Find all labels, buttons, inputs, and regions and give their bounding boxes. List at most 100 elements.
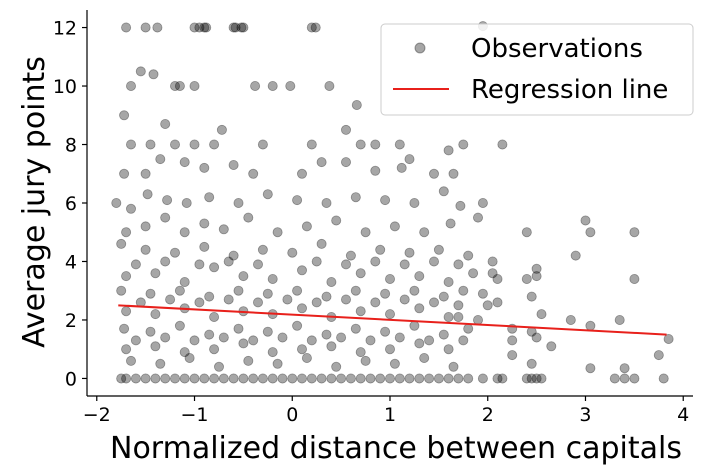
observation-point xyxy=(296,168,307,179)
observation-point xyxy=(209,373,220,384)
observation-point xyxy=(311,256,322,267)
observation-point xyxy=(414,271,425,282)
observation-point xyxy=(458,335,469,346)
observation-point xyxy=(585,227,596,238)
observation-point xyxy=(455,200,466,211)
observation-point xyxy=(355,373,366,384)
observation-point xyxy=(116,285,127,296)
observation-point xyxy=(345,373,356,384)
observation-point xyxy=(179,157,190,168)
observation-point xyxy=(306,335,317,346)
observation-point xyxy=(282,294,293,305)
observation-point xyxy=(165,294,176,305)
observation-point xyxy=(443,311,454,322)
legend-marker-observations xyxy=(414,42,426,54)
observation-point xyxy=(121,22,132,33)
observation-point xyxy=(179,373,190,384)
observation-point xyxy=(468,268,479,279)
observation-point xyxy=(189,22,200,33)
observation-point xyxy=(142,189,153,200)
observation-point xyxy=(355,347,366,358)
observation-point xyxy=(443,344,454,355)
y-tick-label: 4 xyxy=(65,251,77,273)
observation-point xyxy=(150,268,161,279)
observation-point xyxy=(340,259,351,270)
observation-point xyxy=(409,197,420,208)
observation-point xyxy=(492,297,503,308)
observation-point xyxy=(321,197,332,208)
observation-point xyxy=(526,358,537,369)
observation-point xyxy=(384,309,395,320)
observation-point xyxy=(316,238,327,249)
observation-point xyxy=(223,294,234,305)
observation-point xyxy=(179,347,190,358)
observation-point xyxy=(301,221,312,232)
observation-point xyxy=(326,341,337,352)
observation-point xyxy=(233,197,244,208)
observation-point xyxy=(257,244,268,255)
observation-point xyxy=(169,139,180,150)
observation-point xyxy=(521,373,532,384)
observation-point xyxy=(492,273,503,284)
observation-point xyxy=(179,227,190,238)
observation-point xyxy=(238,271,249,282)
observation-point xyxy=(433,373,444,384)
observation-point xyxy=(629,273,640,284)
observation-point xyxy=(448,168,459,179)
observation-point xyxy=(121,271,132,282)
y-tick-label: 0 xyxy=(65,368,77,390)
legend: Observations Regression line xyxy=(380,23,694,116)
observation-point xyxy=(130,259,141,270)
observation-point xyxy=(321,291,332,302)
observation-point xyxy=(160,373,171,384)
observation-point xyxy=(355,268,366,279)
regression-layer xyxy=(118,304,667,336)
observation-point xyxy=(448,361,459,372)
observation-point xyxy=(209,139,220,150)
observation-point xyxy=(238,373,249,384)
observation-point xyxy=(306,139,317,150)
observation-point xyxy=(296,344,307,355)
observation-point xyxy=(384,373,395,384)
observation-point xyxy=(531,263,542,274)
observation-point xyxy=(585,320,596,331)
observation-point xyxy=(399,294,410,305)
observation-point xyxy=(565,314,576,325)
observation-point xyxy=(443,373,454,384)
observation-point xyxy=(238,22,249,33)
x-tick-label: −1 xyxy=(181,404,209,426)
observation-point xyxy=(389,358,400,369)
observation-point xyxy=(194,297,205,308)
observation-point xyxy=(209,311,220,322)
observation-point xyxy=(199,162,210,173)
observation-point xyxy=(326,276,337,287)
observation-point xyxy=(267,81,278,92)
observation-point xyxy=(209,344,220,355)
observation-point xyxy=(463,250,474,261)
observation-point xyxy=(614,314,625,325)
observation-point xyxy=(477,288,488,299)
observation-point xyxy=(394,139,405,150)
observation-point xyxy=(228,22,239,33)
observation-point xyxy=(360,355,371,366)
observation-point xyxy=(201,22,212,33)
observation-point xyxy=(199,218,210,229)
observation-point xyxy=(148,69,159,80)
observation-point xyxy=(585,363,596,374)
observation-point xyxy=(331,215,342,226)
observation-point xyxy=(394,332,405,343)
observation-point xyxy=(140,168,151,179)
legend-label-regression: Regression line xyxy=(471,75,668,105)
observation-point xyxy=(531,332,542,343)
observation-point xyxy=(272,358,283,369)
x-tick-label: −2 xyxy=(83,404,111,426)
observation-point xyxy=(174,285,185,296)
observation-point xyxy=(119,323,130,334)
observation-point xyxy=(487,268,498,279)
observation-point xyxy=(189,335,200,346)
observation-point xyxy=(360,227,371,238)
observation-point xyxy=(419,227,430,238)
observation-point xyxy=(160,332,171,343)
observation-point xyxy=(365,373,376,384)
